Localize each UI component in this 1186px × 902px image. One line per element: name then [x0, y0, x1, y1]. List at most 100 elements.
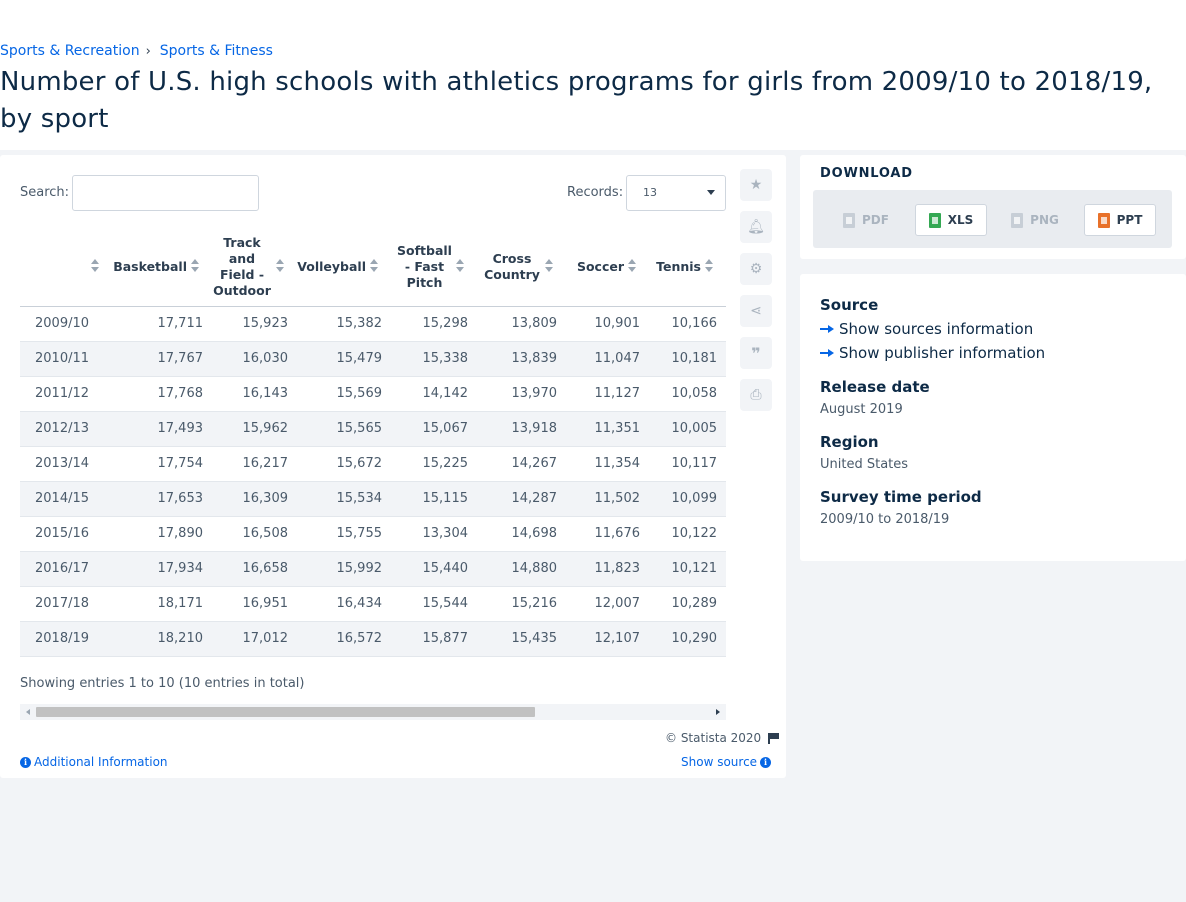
scroll-left-icon[interactable]: [26, 709, 30, 715]
table-cell: 17,493: [103, 411, 203, 447]
breadcrumb-sports-recreation[interactable]: Sports & Recreation: [0, 43, 140, 59]
column-header[interactable]: Softball - Fast Pitch: [382, 228, 468, 307]
bell-icon: 🔔︎: [747, 219, 765, 235]
records-select[interactable]: 13: [626, 175, 726, 211]
download-ppt-label: PPT: [1116, 213, 1143, 227]
table-cell: 15,962: [203, 411, 288, 447]
table-row: 2011/12 17,768 16,143 15,569 14,142 13,970 11,…: [20, 376, 726, 412]
sort-icon[interactable]: [276, 259, 284, 275]
table-cell: 10,901: [557, 306, 640, 342]
sort-icon[interactable]: [370, 259, 378, 275]
horizontal-scrollbar[interactable]: [20, 704, 726, 720]
table-cell: 14,287: [468, 481, 557, 517]
row-year-cell: 2012/13: [20, 411, 103, 447]
show-publisher-link[interactable]: Show publisher information: [820, 344, 1045, 362]
table-row: 2016/17 17,934 16,658 15,992 15,440 14,880 11,…: [20, 551, 726, 587]
sort-icon[interactable]: [91, 259, 99, 275]
arrow-right-icon: [820, 348, 834, 358]
arrow-right-icon: [820, 324, 834, 334]
notification-button[interactable]: 🔔︎: [740, 211, 772, 243]
row-year-cell: 2013/14: [20, 446, 103, 482]
table-cell: 15,544: [382, 586, 468, 622]
column-header[interactable]: Track and Field - Outdoor: [203, 228, 288, 307]
table-cell: 16,217: [203, 446, 288, 482]
table-cell: 13,839: [468, 341, 557, 377]
settings-button[interactable]: ⚙: [740, 253, 772, 285]
download-pdf-label: PDF: [862, 213, 889, 227]
row-year-cell: 2017/18: [20, 586, 103, 622]
download-xls-label: XLS: [947, 213, 974, 227]
download-ppt-button[interactable]: PPT: [1084, 204, 1156, 236]
xls-file-icon: [928, 212, 941, 228]
sort-icon[interactable]: [545, 259, 553, 275]
info-icon: i: [760, 756, 772, 768]
column-header[interactable]: G: [717, 228, 726, 307]
table-cell: 10,289: [640, 586, 717, 622]
pdf-file-icon: [843, 212, 856, 228]
table-cell: 16,508: [203, 516, 288, 552]
table-cell: 13,918: [468, 411, 557, 447]
scroll-right-icon[interactable]: [716, 709, 720, 715]
table-header-row: Basketball Track and Field - Outdoor Volle…: [20, 228, 726, 307]
table-cell: 11,127: [557, 376, 640, 412]
table-cell: 10,181: [640, 341, 717, 377]
table-cell: 17,711: [103, 306, 203, 342]
favorite-button[interactable]: ★: [740, 169, 772, 201]
share-button[interactable]: ⋖: [740, 295, 772, 327]
table-cell: 14,880: [468, 551, 557, 587]
scroll-thumb[interactable]: [36, 707, 535, 717]
table-cell: 11,676: [557, 516, 640, 552]
page-title: Number of U.S. high schools with athleti…: [0, 67, 1153, 134]
table-cell: 13,970: [468, 376, 557, 412]
table-cell: 15,435: [468, 621, 557, 657]
table-cell: 11,351: [557, 411, 640, 447]
table-cell: 10,117: [640, 446, 717, 482]
column-header[interactable]: Tennis: [640, 228, 717, 307]
additional-information-link[interactable]: i Additional Information: [20, 755, 168, 769]
table-cell: 9,: [717, 306, 726, 342]
sort-icon[interactable]: [705, 259, 713, 275]
table-cell: 13,304: [382, 516, 468, 552]
additional-information-label: Additional Information: [34, 755, 168, 769]
table-cell: 16,030: [203, 341, 288, 377]
table-row: 2013/14 17,754 16,217 15,672 15,225 14,267 11,…: [20, 446, 726, 482]
breadcrumb-separator: ›: [145, 43, 151, 59]
table-cell: 17,012: [203, 621, 288, 657]
row-year-cell: 2009/10: [20, 306, 103, 342]
download-png-label: PNG: [1030, 213, 1059, 227]
flag-icon[interactable]: [768, 732, 780, 744]
table-cell: 17,754: [103, 446, 203, 482]
table-cell: 10,121: [640, 551, 717, 587]
column-header[interactable]: Volleyball: [288, 228, 382, 307]
show-publisher-label: Show publisher information: [839, 344, 1046, 362]
table-cell: 12,107: [557, 621, 640, 657]
column-header-label: Softball - Fast Pitch: [397, 242, 452, 290]
table-cell: 10,122: [640, 516, 717, 552]
download-pdf-button[interactable]: PDF: [830, 204, 902, 236]
data-table-wrapper: Basketball Track and Field - Outdoor Volle…: [20, 228, 726, 660]
download-xls-button[interactable]: XLS: [915, 204, 987, 236]
row-year-cell: 2018/19: [20, 621, 103, 657]
table-cell: 10,: [717, 516, 726, 552]
ppt-file-icon: [1097, 212, 1110, 228]
show-sources-link[interactable]: Show sources information: [820, 320, 1033, 338]
download-png-button[interactable]: PNG: [999, 204, 1071, 236]
download-title: DOWNLOAD: [820, 166, 913, 181]
sort-icon[interactable]: [628, 259, 636, 275]
table-cell: 17,767: [103, 341, 203, 377]
table-cell: 15,225: [382, 446, 468, 482]
column-header-label: Cross Country: [484, 250, 540, 282]
show-source-link[interactable]: Show source i: [681, 755, 772, 769]
column-header[interactable]: Basketball: [103, 228, 203, 307]
column-header[interactable]: Cross Country: [468, 228, 557, 307]
sort-icon[interactable]: [191, 259, 199, 275]
sort-icon[interactable]: [456, 259, 464, 275]
search-input[interactable]: [72, 175, 259, 211]
breadcrumb-sports-fitness[interactable]: Sports & Fitness: [159, 43, 273, 59]
cite-button[interactable]: ❞: [740, 337, 772, 369]
column-header[interactable]: Soccer: [557, 228, 640, 307]
table-cell: 14,142: [382, 376, 468, 412]
column-header[interactable]: [20, 228, 103, 307]
print-button[interactable]: ⎙: [740, 379, 772, 411]
breadcrumb: Sports & Recreation › Sports & Fitness: [0, 43, 273, 59]
